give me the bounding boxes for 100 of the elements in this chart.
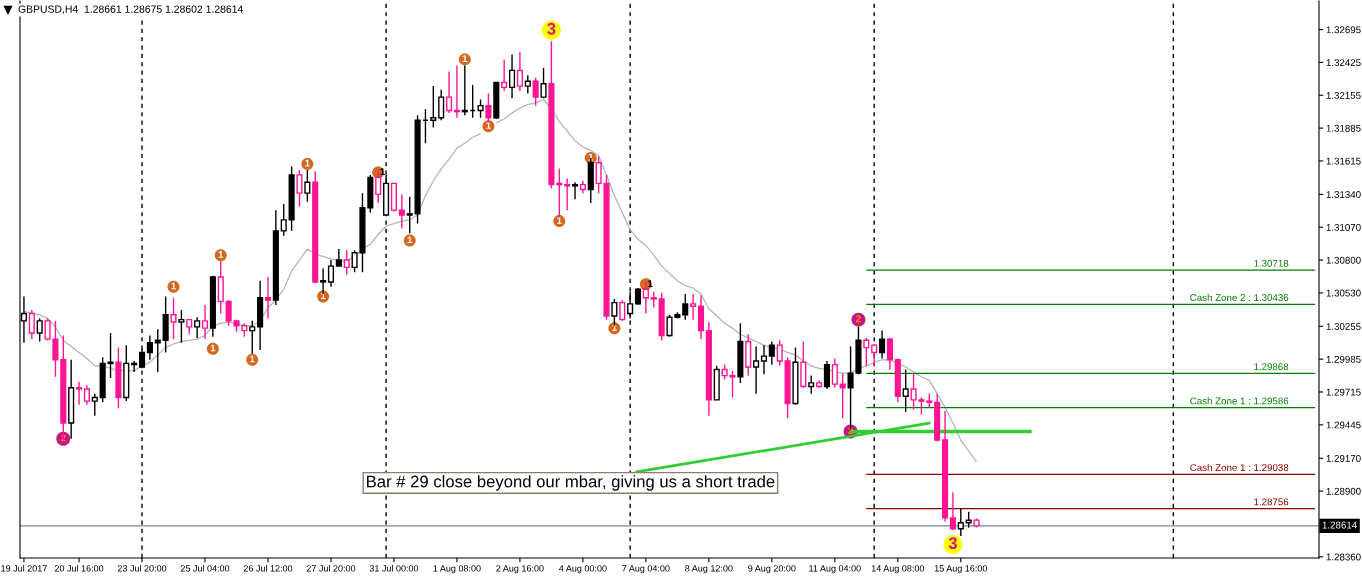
y-tick-label: 1.32155 (1326, 91, 1361, 99)
y-tick-label: 1.31070 (1326, 223, 1361, 231)
x-tick-label: 27 Jul 20:00 (306, 564, 356, 572)
annotation: 1 (407, 236, 413, 244)
candlestick (430, 85, 437, 129)
x-tick-label: 9 Aug 20:00 (748, 565, 796, 574)
candlestick (831, 357, 838, 389)
y-tick-label: 1.28900 (1326, 487, 1361, 495)
y-tick-label: 1.31340 (1326, 191, 1361, 198)
x-tick-label: 19 Jul 2017 (1, 564, 47, 572)
candlestick (146, 334, 153, 361)
series-label: Cash Zone 1 : 1.29038 (1190, 463, 1289, 472)
series-label: Cash Zone 1 : 1.29586 (1190, 397, 1289, 405)
candlestick (264, 276, 272, 320)
y-tick-label: 1.30530 (1326, 289, 1361, 297)
candlestick (839, 372, 846, 419)
candlestick (690, 293, 697, 321)
candlestick (280, 203, 287, 237)
x-tick-label: 4 Aug 00:00 (559, 565, 607, 574)
candlestick (477, 98, 484, 119)
candlestick (406, 196, 413, 234)
x-tick-label: 15 Aug 16:00 (934, 565, 988, 574)
candlestick (532, 76, 539, 107)
annotation: 1 (588, 153, 594, 161)
y-tick-label: 1.29445 (1326, 421, 1361, 429)
candlestick (808, 374, 815, 395)
y-tick-label: 1.32695 (1326, 26, 1361, 34)
candlestick (508, 53, 516, 99)
annotation: Bar # 29 close beyond our mbar, giving us a short trade (367, 475, 775, 491)
candlestick (957, 507, 964, 537)
candlestick (886, 337, 893, 371)
annotation: 1 (462, 55, 468, 62)
y-tick-label: 1.32425 (1326, 59, 1361, 67)
chart-title: GBPUSD,H4 1.28661 1.28675 1.28602 1.28614 (18, 5, 243, 15)
candlestick (28, 309, 35, 340)
candlestick (879, 329, 886, 360)
annotation: 2 (856, 315, 861, 323)
candlestick (564, 177, 571, 211)
y-tick-label: 1.29715 (1326, 388, 1361, 396)
candlestick (75, 380, 83, 406)
annotation: 3 (948, 537, 957, 550)
x-tick-label: 2 Aug 16:00 (496, 565, 544, 574)
candlestick (201, 304, 209, 340)
candlestick (485, 92, 492, 124)
y-tick-label: 1.30255 (1326, 323, 1361, 330)
annotation: 1 (380, 168, 385, 175)
x-tick-label: 20 Jul 16:00 (54, 564, 104, 572)
x-tick-label: 23 Jul 20:00 (117, 564, 167, 572)
candlestick (863, 337, 870, 367)
candlestick (571, 181, 579, 200)
ref-line-label: 1.28614 (1322, 521, 1357, 529)
x-tick-label: 7 Aug 04:00 (622, 565, 670, 574)
annotation: 1 (218, 251, 224, 258)
annotation: 1 (250, 355, 255, 363)
y-tick-label: 1.31615 (1326, 157, 1361, 165)
candlestick (768, 340, 775, 366)
annotation: 1 (171, 282, 176, 290)
annotation: 1 (647, 280, 653, 287)
candlestick (516, 51, 523, 92)
y-tick-label: 1.29170 (1326, 455, 1361, 462)
y-tick-label: 1.28360 (1326, 553, 1361, 561)
y-tick-label: 1.30800 (1326, 256, 1361, 264)
x-tick-label: 14 Aug 08:00 (871, 565, 925, 574)
annotation: 1 (321, 292, 326, 300)
candlestick (343, 249, 350, 276)
candlestick (949, 491, 956, 531)
x-tick-label: 1 Aug 08:00 (433, 565, 481, 574)
candlestick (642, 281, 649, 315)
annotation: 1 (486, 122, 491, 129)
annotation: 3 (547, 22, 556, 35)
series-label: 1.30718 (1254, 259, 1289, 267)
candlestick (327, 259, 335, 288)
series-label: Cash Zone 2 : 1.30436 (1190, 293, 1289, 301)
candlestick (501, 58, 508, 92)
annotation: 1 (210, 344, 216, 352)
candlestick (446, 70, 453, 114)
candlestick (540, 67, 547, 99)
series-label: 1.28756 (1254, 498, 1289, 506)
candlestick (753, 345, 760, 395)
candlestick (398, 193, 405, 230)
candlestick (619, 299, 626, 322)
annotation: 1 (557, 216, 562, 224)
candlestick (91, 393, 98, 417)
candlestick (776, 339, 783, 367)
x-tick-label: 31 Jul 00:00 (369, 564, 419, 572)
candlestick (249, 320, 256, 355)
candlestick (682, 293, 689, 321)
candlestick (823, 360, 831, 390)
candlestick (375, 169, 382, 204)
series-label: 1.29868 (1254, 363, 1289, 371)
x-tick-label: 8 Aug 12:00 (685, 565, 733, 574)
candlestick (438, 89, 445, 121)
y-tick-label: 1.31885 (1326, 124, 1361, 132)
annotation: 1 (305, 159, 310, 167)
y-tick-label: 1.29985 (1326, 355, 1361, 363)
x-tick-label: 11 Aug 04:00 (809, 565, 861, 574)
x-tick-label: 25 Jul 04:00 (180, 564, 230, 572)
candlestick (194, 316, 201, 339)
candlestick (83, 384, 90, 406)
candlestick (760, 344, 768, 376)
